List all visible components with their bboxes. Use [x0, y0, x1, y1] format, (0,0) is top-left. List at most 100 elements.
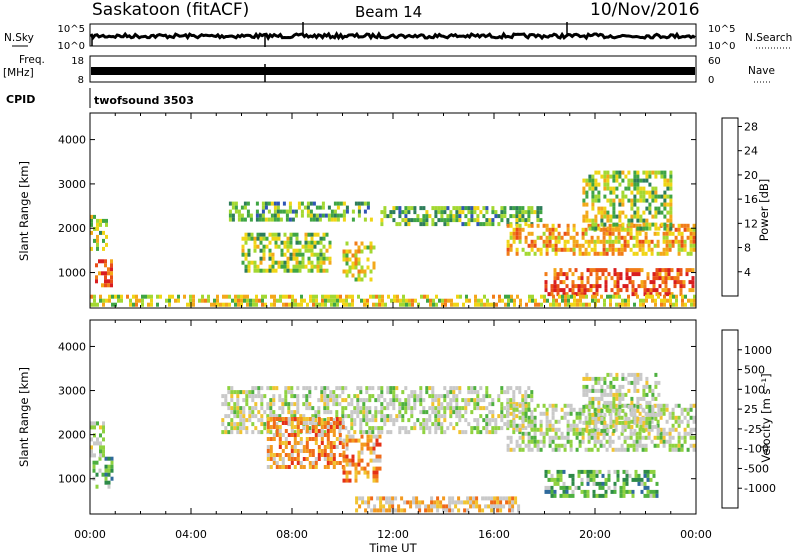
heatmap-cell [329, 394, 333, 399]
heatmap-cell [598, 284, 602, 289]
heatmap-cell [358, 504, 362, 509]
heatmap-cell [437, 426, 441, 431]
heatmap-cell [613, 469, 617, 474]
heatmap-cell [326, 421, 330, 425]
heatmap-cell [644, 447, 648, 452]
heatmap-cell [689, 415, 693, 420]
heatmap-cell [450, 302, 453, 307]
heatmap-cell [623, 439, 627, 444]
heatmap-cell [638, 427, 642, 432]
heatmap-cell [621, 372, 625, 377]
heatmap-cell [608, 439, 612, 444]
heatmap-cell [596, 223, 600, 228]
heatmap-cell [512, 407, 516, 412]
heatmap-cell [422, 406, 426, 411]
heatmap-cell [641, 247, 645, 252]
heatmap-cell [335, 417, 339, 421]
heatmap-cell [584, 415, 588, 420]
y-tick-label: 2000 [58, 429, 86, 442]
heatmap-cell [615, 396, 619, 401]
heatmap-cell [551, 407, 555, 412]
heatmap-cell [267, 217, 271, 222]
heatmap-cell [488, 422, 492, 427]
heatmap-cell [598, 469, 602, 474]
heatmap-cell [126, 294, 129, 299]
heatmap-cell [521, 431, 525, 436]
heatmap-cell [565, 272, 569, 277]
heatmap-cell [591, 190, 595, 195]
heatmap-cell [665, 223, 669, 228]
heatmap-cell [266, 414, 270, 419]
heatmap-cell [641, 239, 645, 244]
heatmap-cell [253, 260, 257, 265]
heatmap-cell [330, 302, 333, 307]
heatmap-cell [591, 420, 595, 425]
heatmap-cell [606, 170, 610, 175]
heatmap-cell [204, 298, 207, 303]
heatmap-cell [527, 407, 531, 412]
heatmap-cell [665, 407, 669, 412]
heatmap-cell [354, 462, 358, 467]
heatmap-cell [623, 427, 627, 432]
heatmap-cell [571, 473, 575, 478]
heatmap-cell [314, 461, 318, 465]
heatmap-cell [605, 251, 609, 256]
heatmap-cell [668, 431, 672, 436]
heatmap-cell [260, 398, 264, 403]
heatmap-cell [593, 435, 597, 440]
heatmap-cell [603, 420, 607, 425]
heatmap-cell [330, 298, 333, 303]
heatmap-cell [359, 422, 363, 427]
heatmap-cell [292, 264, 296, 269]
heatmap-cell [323, 433, 327, 437]
heatmap-cell [359, 410, 363, 415]
heatmap-cell [469, 496, 473, 501]
heatmap-cell [324, 298, 327, 303]
heatmap-cell [675, 294, 678, 299]
heatmap-cell [362, 402, 366, 407]
heatmap-cell [677, 447, 681, 452]
heatmap-cell [585, 404, 589, 409]
heatmap-cell [621, 384, 625, 389]
heatmap-cell [506, 414, 510, 419]
heatmap-cell [296, 398, 300, 403]
heatmap-cell [440, 430, 444, 435]
heatmap-cell [524, 411, 528, 416]
heatmap-cell [582, 294, 585, 299]
heatmap-cell [590, 415, 594, 420]
heatmap-cell [457, 508, 461, 513]
heatmap-cell [260, 418, 264, 423]
heatmap-cell [602, 227, 606, 232]
heatmap-cell [525, 302, 528, 307]
heatmap-cell [524, 407, 528, 412]
heatmap-cell [280, 260, 284, 265]
heatmap-cell [344, 414, 348, 419]
heatmap-cell [272, 425, 276, 429]
heatmap-cell [467, 398, 471, 403]
heatmap-cell [644, 231, 648, 236]
heatmap-cell [521, 419, 525, 424]
heatmap-cell [571, 280, 575, 285]
heatmap-cell [691, 268, 695, 273]
heatmap-cell [307, 260, 311, 265]
heatmap-cell [295, 248, 299, 253]
heatmap-cell [246, 213, 250, 218]
heatmap-cell [392, 398, 396, 403]
heatmap-cell [434, 410, 438, 415]
heatmap-cell [323, 398, 327, 403]
heatmap-cell [622, 284, 626, 289]
heatmap-cell [314, 457, 318, 461]
heatmap-cell [580, 477, 584, 482]
heatmap-cell [476, 214, 480, 219]
heatmap-cell [282, 209, 286, 214]
heatmap-cell [449, 390, 453, 395]
heatmap-cell [627, 388, 631, 393]
heatmap-cell [657, 206, 661, 211]
heatmap-cell [621, 392, 625, 397]
heatmap-cell [624, 416, 628, 421]
heatmap-cell [305, 398, 309, 403]
heatmap-cell [242, 418, 246, 423]
heatmap-cell [443, 414, 447, 419]
heatmap-cell [609, 218, 613, 223]
heatmap-cell [620, 431, 624, 436]
